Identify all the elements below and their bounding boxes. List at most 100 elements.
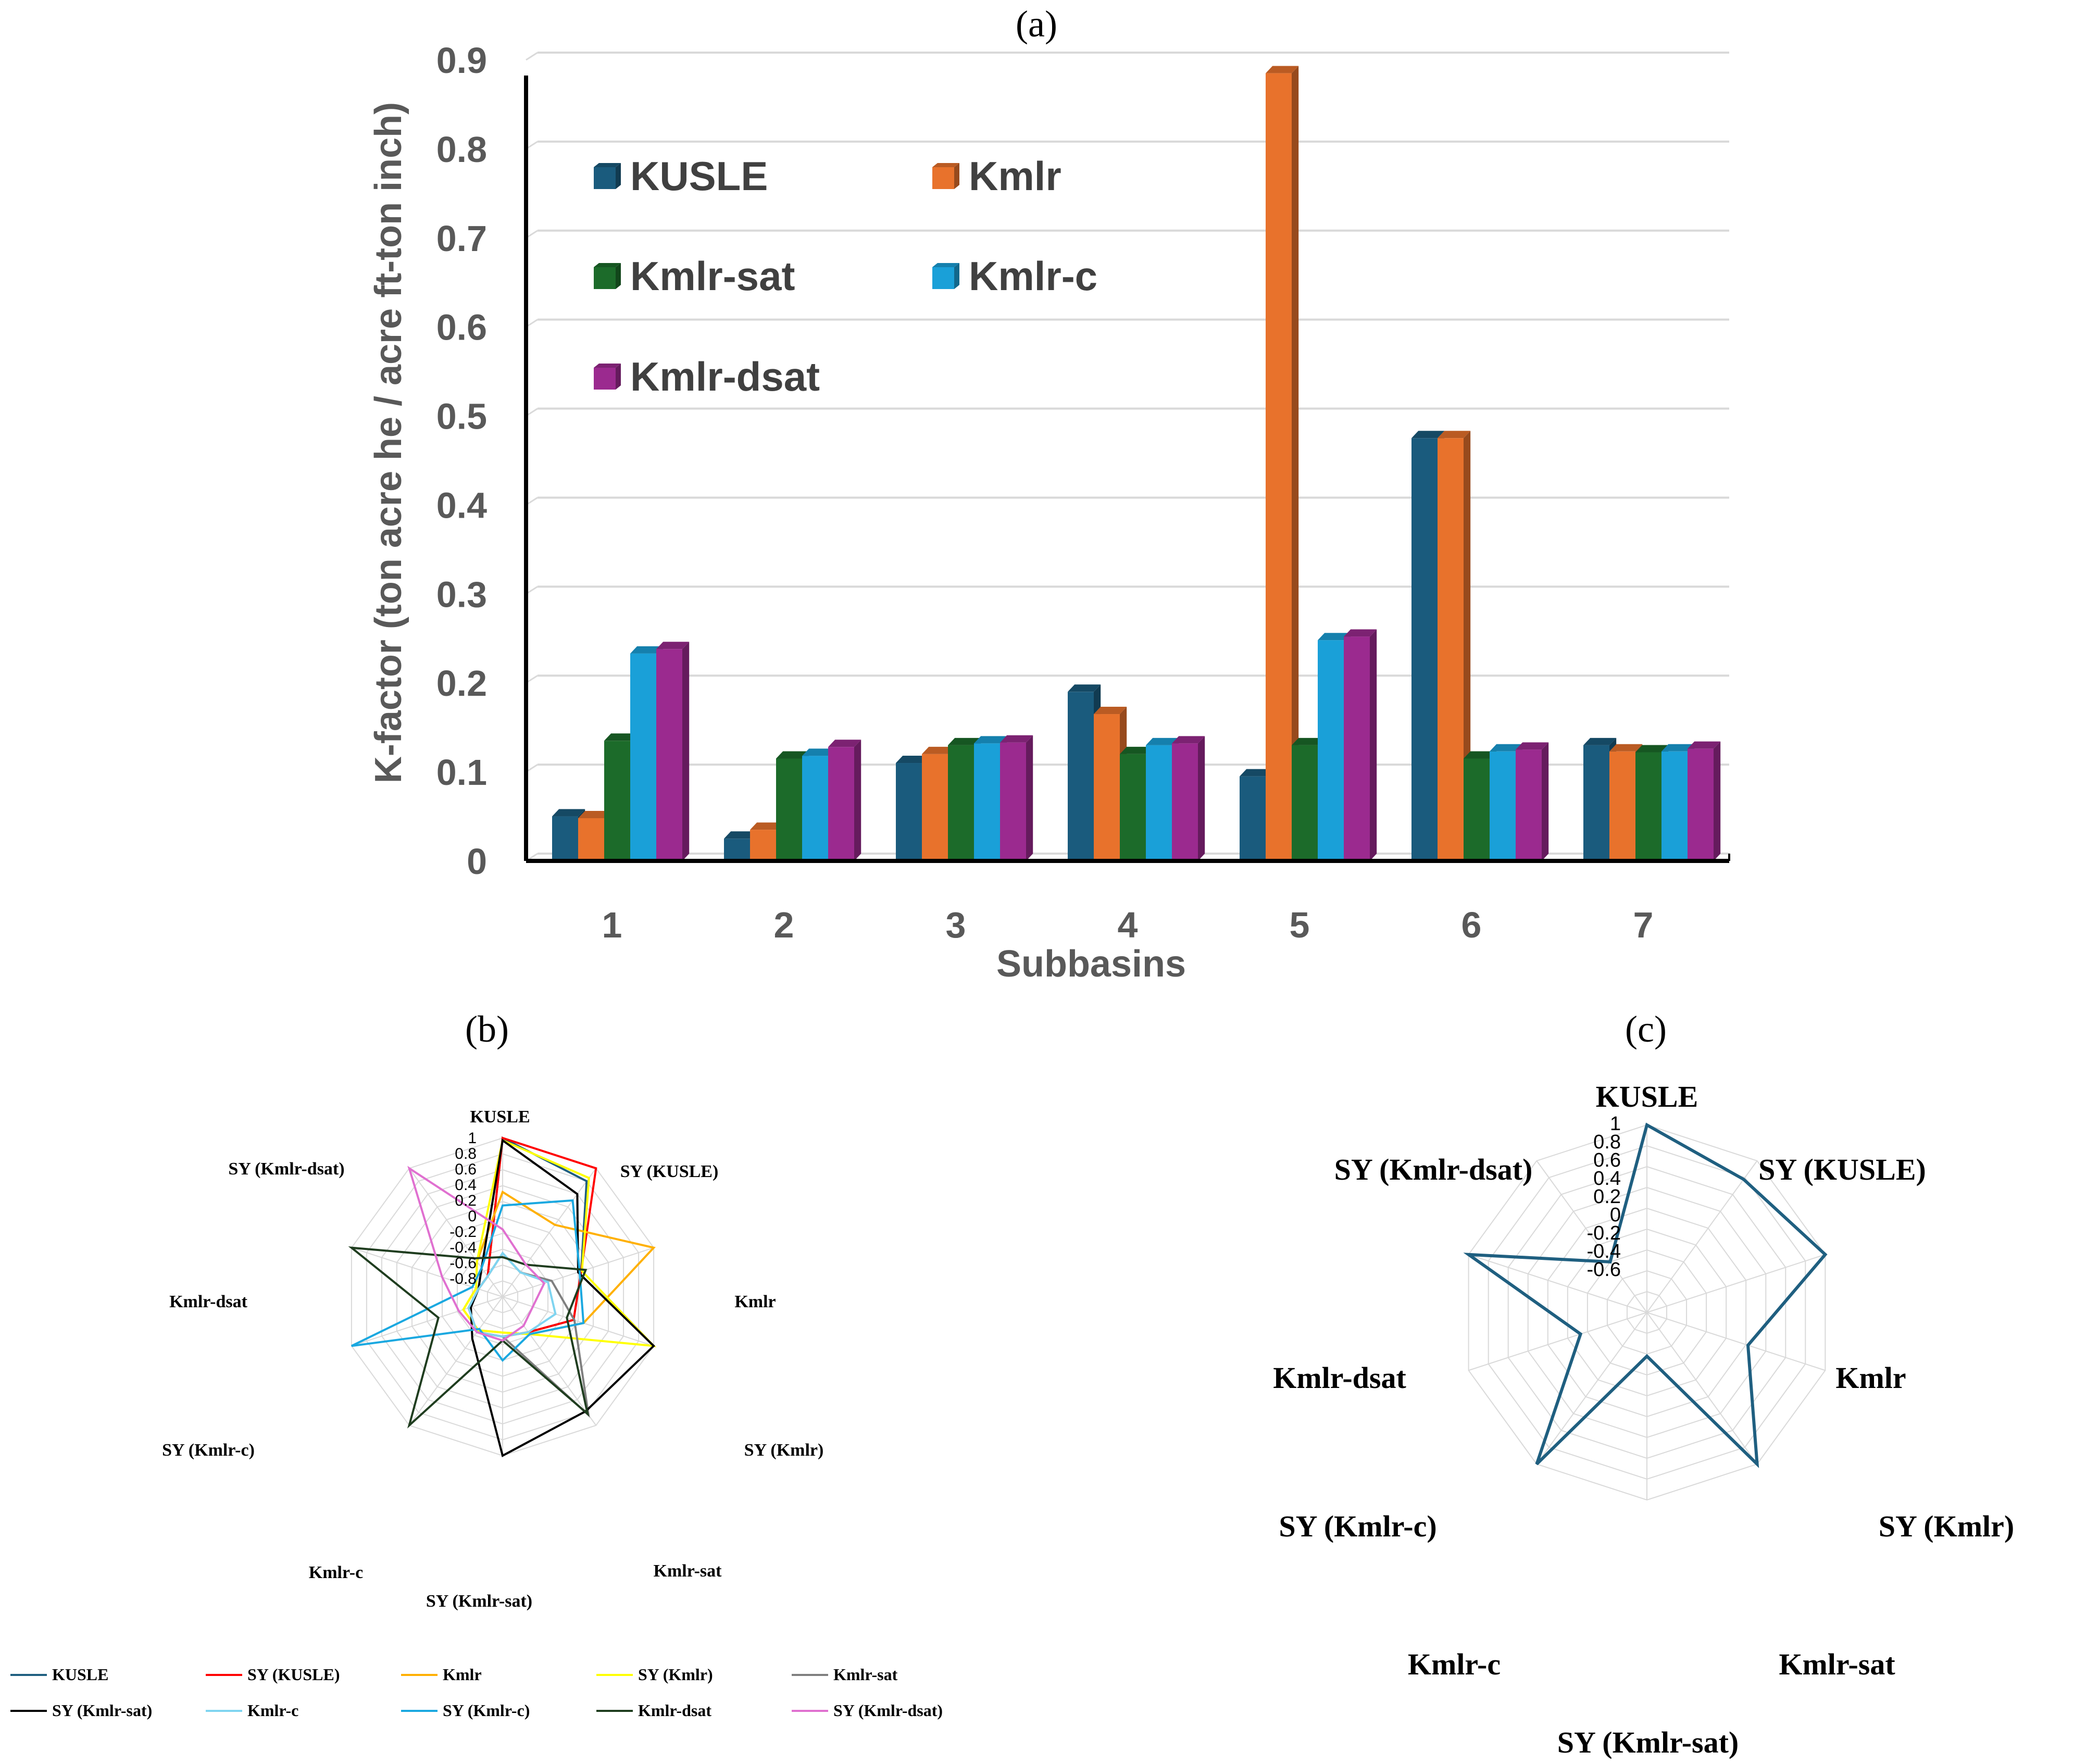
bar [1490, 751, 1516, 861]
radar-axis-label: Kmlr [734, 1292, 776, 1311]
bar-top [1292, 737, 1325, 745]
bar-top [1094, 707, 1127, 715]
bar-top [552, 809, 585, 817]
chart-a-x-axis-title: Subbasins [996, 943, 1186, 985]
radar-axis-label: SY (Kmlr) [744, 1441, 824, 1460]
bar-top [948, 737, 981, 745]
x-tick-label: 3 [946, 905, 966, 945]
radar-tick-label: 0.2 [455, 1192, 477, 1209]
legend-label: Kmlr-c [969, 253, 1097, 299]
bar [974, 743, 1000, 861]
radar-axis-label: KUSLE [470, 1107, 530, 1127]
legend-swatch-top [594, 364, 621, 368]
radar-axis-label: Kmlr-dsat [169, 1292, 248, 1311]
legend-label: KUSLE [630, 153, 768, 199]
radar-spoke [1646, 1254, 1826, 1313]
bar-top [1146, 737, 1179, 745]
legend-swatch [594, 368, 616, 390]
bar-side [1026, 735, 1033, 861]
radar-spoke [502, 1168, 597, 1297]
bar [1318, 640, 1344, 861]
radar-tick-label: 0 [468, 1208, 477, 1225]
x-tick-label: 5 [1290, 905, 1310, 945]
radar-tick-label: 0.2 [1593, 1186, 1621, 1208]
bar-top [1318, 633, 1351, 641]
radar-axis-label: Kmlr-c [1408, 1647, 1501, 1681]
bar [1609, 751, 1635, 861]
legend-swatch-side [954, 263, 959, 289]
chart-b-legend: KUSLE SY (KUSLE) Kmlr SY (Kmlr) Kmlr-sat SY (… [10, 1665, 943, 1720]
bar [1094, 714, 1120, 861]
bar [776, 758, 802, 861]
radar-tick-label: -0.2 [1587, 1222, 1621, 1244]
radar-tick-label: 0.8 [455, 1145, 477, 1162]
y-tick-label: 0.9 [436, 40, 487, 81]
y-tick-label: 0.7 [436, 218, 487, 259]
bar-top [1411, 431, 1445, 439]
bar-top [724, 831, 757, 839]
y-tick-label: 0.6 [436, 307, 487, 348]
legend-swatch-side [616, 364, 621, 390]
bar-side [1714, 741, 1721, 861]
legend-label: Kmlr-dsat [638, 1701, 711, 1720]
legend-swatch [594, 167, 616, 189]
legend-swatch-top [594, 263, 621, 267]
bar-top [896, 756, 929, 764]
y-tick-label: 0.5 [436, 396, 487, 437]
bar-top [1068, 684, 1101, 692]
radar-axis-label: SY (Kmlr) [1879, 1509, 2014, 1543]
radar-tick-label: 0 [1610, 1204, 1621, 1226]
radar-spoke [351, 1247, 503, 1297]
radar-tick-label: -0.6 [449, 1255, 477, 1272]
legend-label: Kmlr-c [247, 1701, 298, 1720]
bar-top [630, 646, 664, 654]
chart-a-bars [552, 66, 1721, 861]
bar-top [1609, 744, 1643, 752]
bar [1240, 776, 1266, 861]
y-tick-label: 0.4 [436, 485, 487, 526]
legend-label: KUSLE [52, 1665, 108, 1684]
radar-series-line [462, 1190, 656, 1335]
bar [896, 763, 922, 861]
chart-a-y-axis-title: K-factor (ton acre he / acre ft-ton inch… [368, 102, 409, 783]
radar-series-line [1463, 1122, 1828, 1468]
bar [1688, 748, 1714, 861]
radar-axis-label: Kmlr-c [309, 1563, 363, 1582]
radar-spoke [1536, 1312, 1647, 1465]
bar-top [1490, 744, 1523, 752]
bar-side [854, 740, 861, 861]
radar-axis-label: SY (Kmlr-sat) [426, 1592, 532, 1611]
x-tick-label: 2 [774, 905, 794, 945]
radar-tick-label: 0.4 [455, 1177, 477, 1194]
bar [1635, 752, 1661, 861]
radar-spoke [1646, 1160, 1758, 1313]
legend-label: SY (Kmlr-dsat) [833, 1701, 943, 1720]
radar-chart-c: 10.80.60.40.20-0.2-0.4-0.6 KUSLE SY (KUSLE… [1273, 1080, 2014, 1759]
radar-tick-label: -0.8 [449, 1270, 477, 1287]
bar-top [1688, 741, 1721, 749]
bar-top [1172, 736, 1205, 744]
y-tick-label: 0.2 [436, 663, 487, 704]
radar-series-line [407, 1166, 546, 1342]
x-tick-label: 7 [1633, 905, 1654, 945]
legend-label: Kmlr-dsat [630, 354, 820, 399]
radar-axis-label: SY (KUSLE) [620, 1162, 719, 1181]
radar-spoke [408, 1296, 503, 1426]
bar-top [1635, 745, 1669, 753]
bar [828, 747, 854, 861]
radar-axis-label: SY (Kmlr-dsat) [1334, 1153, 1533, 1186]
chart-a-gridlines [526, 52, 1729, 862]
radar-spoke [351, 1296, 503, 1347]
legend-swatch [932, 167, 954, 189]
bar [1583, 745, 1609, 861]
bar [656, 649, 682, 861]
x-tick-label: 1 [602, 905, 622, 945]
chart-a-axes: 0 0.1 0.2 0.3 0.4 0.5 0.6 0.7 0.8 0.9 1 2 3 4 5 6 7 [436, 40, 1730, 945]
panel-label-a: (a) [1016, 3, 1057, 45]
radar-spoke [502, 1296, 597, 1426]
panel-label-b: (b) [465, 1008, 509, 1050]
legend-swatch-top [932, 263, 959, 267]
bar [1516, 749, 1542, 861]
radar-series-line [351, 1199, 585, 1362]
legend-label: Kmlr [443, 1665, 482, 1684]
